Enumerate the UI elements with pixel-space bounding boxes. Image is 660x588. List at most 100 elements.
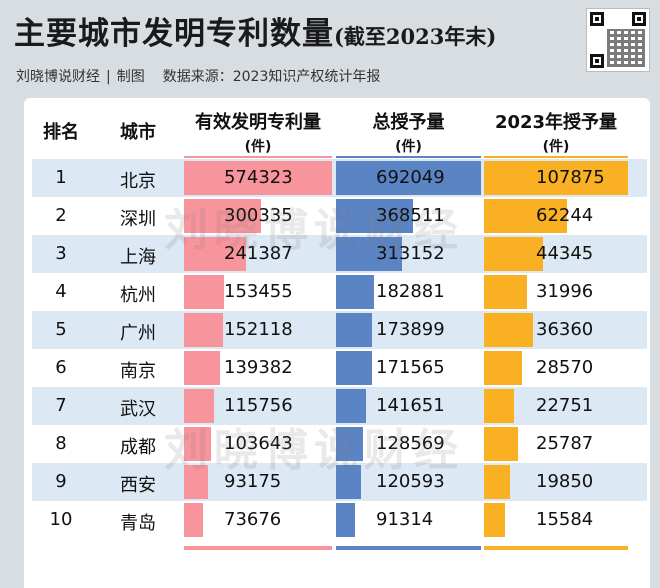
granted-2023-bar	[484, 161, 628, 195]
granted-bar	[336, 351, 372, 385]
city-cell: 北京	[120, 171, 156, 192]
granted-bar	[336, 389, 366, 423]
granted-2023-value: 19850	[536, 471, 594, 492]
column-header-granted-2023-label: 2023年授予量	[494, 112, 618, 133]
city-cell: 西安	[120, 475, 156, 496]
rank-cell: 8	[55, 433, 67, 454]
granted-2023-value: 44345	[536, 243, 594, 264]
rank-cell: 9	[55, 471, 67, 492]
granted-2023-column-top-rule	[484, 156, 628, 158]
column-header-valid-unit: (件)	[244, 139, 272, 155]
rank-cell: 10	[49, 509, 73, 530]
granted-bar	[336, 427, 363, 461]
city-cell: 武汉	[120, 399, 156, 420]
column-header-valid: 有效发明专利量 (件)	[184, 108, 332, 156]
title-sub: (截至2023年末)	[334, 24, 497, 49]
rank-cell: 2	[55, 205, 67, 226]
granted-column-bottom-rule	[336, 546, 481, 550]
granted-2023-bar	[484, 313, 533, 347]
granted-bar	[336, 199, 413, 233]
granted-2023-value: 107875	[536, 167, 605, 188]
data-table: 排名 城市 有效发明专利量 (件) 总授予量 (件) 2023年授予量 (件) …	[24, 98, 650, 588]
granted-value: 171565	[376, 357, 445, 378]
rank-cell: 5	[55, 319, 67, 340]
valid-bar	[184, 351, 220, 385]
granted-value: 91314	[376, 509, 434, 530]
granted-2023-value: 36360	[536, 319, 594, 340]
granted-bar	[336, 275, 374, 309]
city-cell: 广州	[120, 323, 156, 344]
column-header-granted: 总授予量 (件)	[336, 108, 481, 156]
valid-bar	[184, 161, 332, 195]
valid-column-bottom-rule	[184, 546, 332, 550]
column-header-rank: 排名	[43, 122, 79, 143]
valid-value: 115756	[224, 395, 293, 416]
valid-value: 93175	[224, 471, 282, 492]
granted-2023-bar	[484, 389, 514, 423]
granted-value: 141651	[376, 395, 445, 416]
rank-cell: 4	[55, 281, 67, 302]
city-cell: 南京	[120, 361, 156, 382]
granted-bar	[336, 503, 355, 537]
valid-bar	[184, 237, 246, 271]
granted-2023-bar	[484, 199, 567, 233]
credit-separator: |	[106, 69, 111, 85]
granted-column-top-rule	[336, 156, 481, 158]
valid-column-top-rule	[184, 156, 332, 158]
granted-value: 692049	[376, 167, 445, 188]
column-header-granted-unit: (件)	[395, 139, 422, 155]
column-header-granted-2023: 2023年授予量 (件)	[484, 108, 628, 156]
rank-cell: 6	[55, 357, 67, 378]
city-cell: 深圳	[120, 209, 156, 230]
granted-bar	[336, 313, 372, 347]
rank-cell: 7	[55, 395, 67, 416]
city-cell: 成都	[120, 437, 156, 458]
column-header-granted-2023-unit: (件)	[542, 139, 570, 155]
granted-2023-bar	[484, 503, 505, 537]
granted-value: 368511	[376, 205, 445, 226]
valid-value: 73676	[224, 509, 282, 530]
valid-bar	[184, 275, 224, 309]
granted-2023-value: 22751	[536, 395, 594, 416]
city-cell: 青岛	[120, 513, 156, 534]
rank-cell: 1	[55, 167, 67, 188]
city-cell: 上海	[120, 247, 156, 268]
valid-value: 241387	[224, 243, 293, 264]
granted-2023-bar	[484, 465, 510, 499]
valid-value: 300335	[224, 205, 293, 226]
credit-line: 刘晓博说财经 | 制图 数据来源：2023知识产权统计年报	[16, 66, 380, 86]
rank-cell: 3	[55, 243, 67, 264]
valid-bar	[184, 389, 214, 423]
granted-2023-value: 62244	[536, 205, 594, 226]
granted-bar	[336, 237, 402, 271]
valid-value: 153455	[224, 281, 293, 302]
granted-value: 182881	[376, 281, 445, 302]
credit-author: 刘晓博说财经	[16, 69, 100, 85]
granted-2023-bar	[484, 275, 527, 309]
valid-value: 139382	[224, 357, 293, 378]
column-header-granted-label: 总授予量	[372, 112, 445, 133]
table-header: 排名 城市 有效发明专利量 (件) 总授予量 (件) 2023年授予量 (件)	[24, 98, 650, 158]
granted-value: 120593	[376, 471, 445, 492]
credit-role: 制图	[116, 69, 145, 85]
valid-bar	[184, 427, 211, 461]
city-cell: 杭州	[120, 285, 156, 306]
granted-2023-bar	[484, 351, 522, 385]
column-header-city: 城市	[120, 122, 156, 143]
valid-value: 574323	[224, 167, 293, 188]
title-main: 主要城市发明专利数量	[14, 16, 334, 52]
valid-value: 152118	[224, 319, 293, 340]
granted-2023-bar	[484, 237, 543, 271]
column-header-valid-label: 有效发明专利量	[195, 112, 321, 133]
valid-value: 103643	[224, 433, 293, 454]
granted-2023-bar	[484, 427, 518, 461]
qr-finder	[632, 12, 646, 26]
granted-2023-column-bottom-rule	[484, 546, 628, 550]
granted-2023-value: 25787	[536, 433, 594, 454]
valid-bar	[184, 465, 208, 499]
data-source: 数据来源：2023知识产权统计年报	[162, 69, 381, 85]
qr-finder	[590, 12, 604, 26]
granted-value: 313152	[376, 243, 445, 264]
granted-2023-value: 15584	[536, 509, 594, 530]
qr-pattern	[607, 29, 645, 67]
